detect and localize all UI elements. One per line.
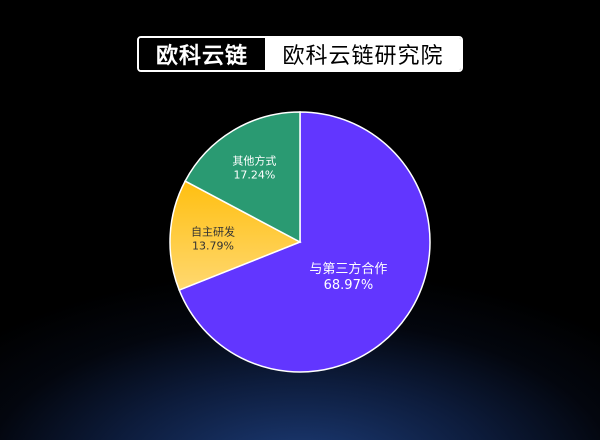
pie-slice	[184, 111, 301, 244]
pie-slice	[178, 111, 431, 373]
slice-value-label: 68.97%	[324, 278, 374, 293]
slice-name-label: 自主研发	[191, 224, 235, 238]
institute-title: 欧科云链研究院	[265, 38, 461, 70]
brand-logo-text: 欧科云链	[139, 38, 265, 70]
slice-value-label: 13.79%	[192, 239, 234, 252]
pie-slice	[169, 180, 302, 292]
header-banner: 欧科云链 欧科云链研究院	[137, 36, 463, 72]
slice-name-label: 其他方式	[232, 153, 276, 167]
slice-name-label: 与第三方合作	[309, 261, 387, 277]
slice-value-label: 17.24%	[233, 168, 275, 181]
